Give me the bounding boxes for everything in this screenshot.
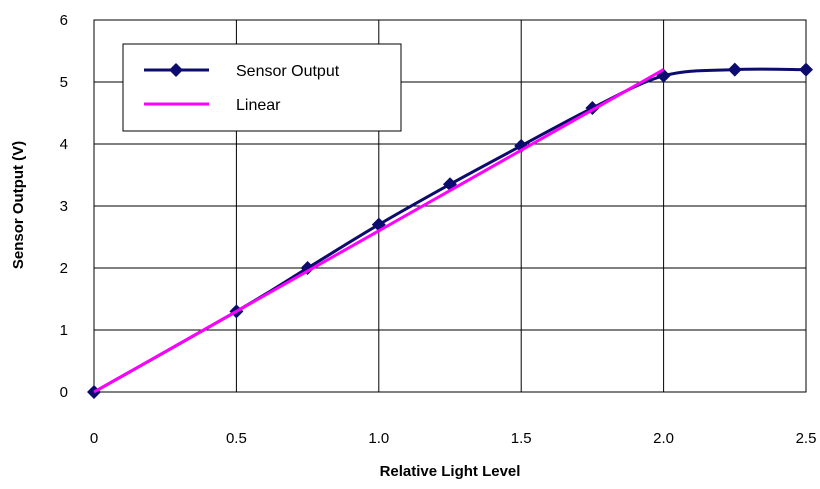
- series-linear: [93, 68, 665, 394]
- x-tick-label: 0: [90, 430, 98, 447]
- series-layer: [87, 62, 813, 399]
- data-point-marker: [799, 62, 813, 77]
- legend-label: Sensor Output: [236, 63, 340, 80]
- legend-box: [122, 43, 402, 132]
- y-tick-label: 3: [60, 198, 68, 215]
- y-axis-title: Sensor Output (V): [10, 141, 27, 269]
- x-tick-label: 1.0: [368, 430, 389, 447]
- data-point-marker: [727, 62, 742, 77]
- plot-area-frame: [93, 19, 807, 393]
- legend: Sensor Output Linear: [122, 43, 402, 132]
- y-tick-label: 2: [60, 260, 68, 277]
- legend-item: Sensor Output: [144, 63, 340, 80]
- series-line: [93, 68, 665, 394]
- x-tick-label: 1.5: [511, 430, 532, 447]
- y-axis-tick-labels: 0 1 2 3 4 5 6: [60, 12, 68, 401]
- y-tick-label: 0: [60, 384, 68, 401]
- x-tick-label: 2.0: [653, 430, 674, 447]
- x-axis-title: Relative Light Level: [380, 463, 521, 480]
- x-axis-tick-labels: 0 0.5 1.0 1.5 2.0 2.5: [90, 430, 817, 447]
- y-tick-label: 6: [60, 12, 68, 29]
- y-tick-label: 4: [60, 136, 68, 153]
- y-tick-label: 5: [60, 74, 68, 91]
- x-tick-label: 2.5: [796, 430, 817, 447]
- legend-marker-swatch: [169, 63, 183, 77]
- legend-item: Linear: [144, 97, 281, 114]
- x-tick-label: 0.5: [226, 430, 247, 447]
- legend-label: Linear: [236, 97, 281, 114]
- y-tick-label: 1: [60, 322, 68, 339]
